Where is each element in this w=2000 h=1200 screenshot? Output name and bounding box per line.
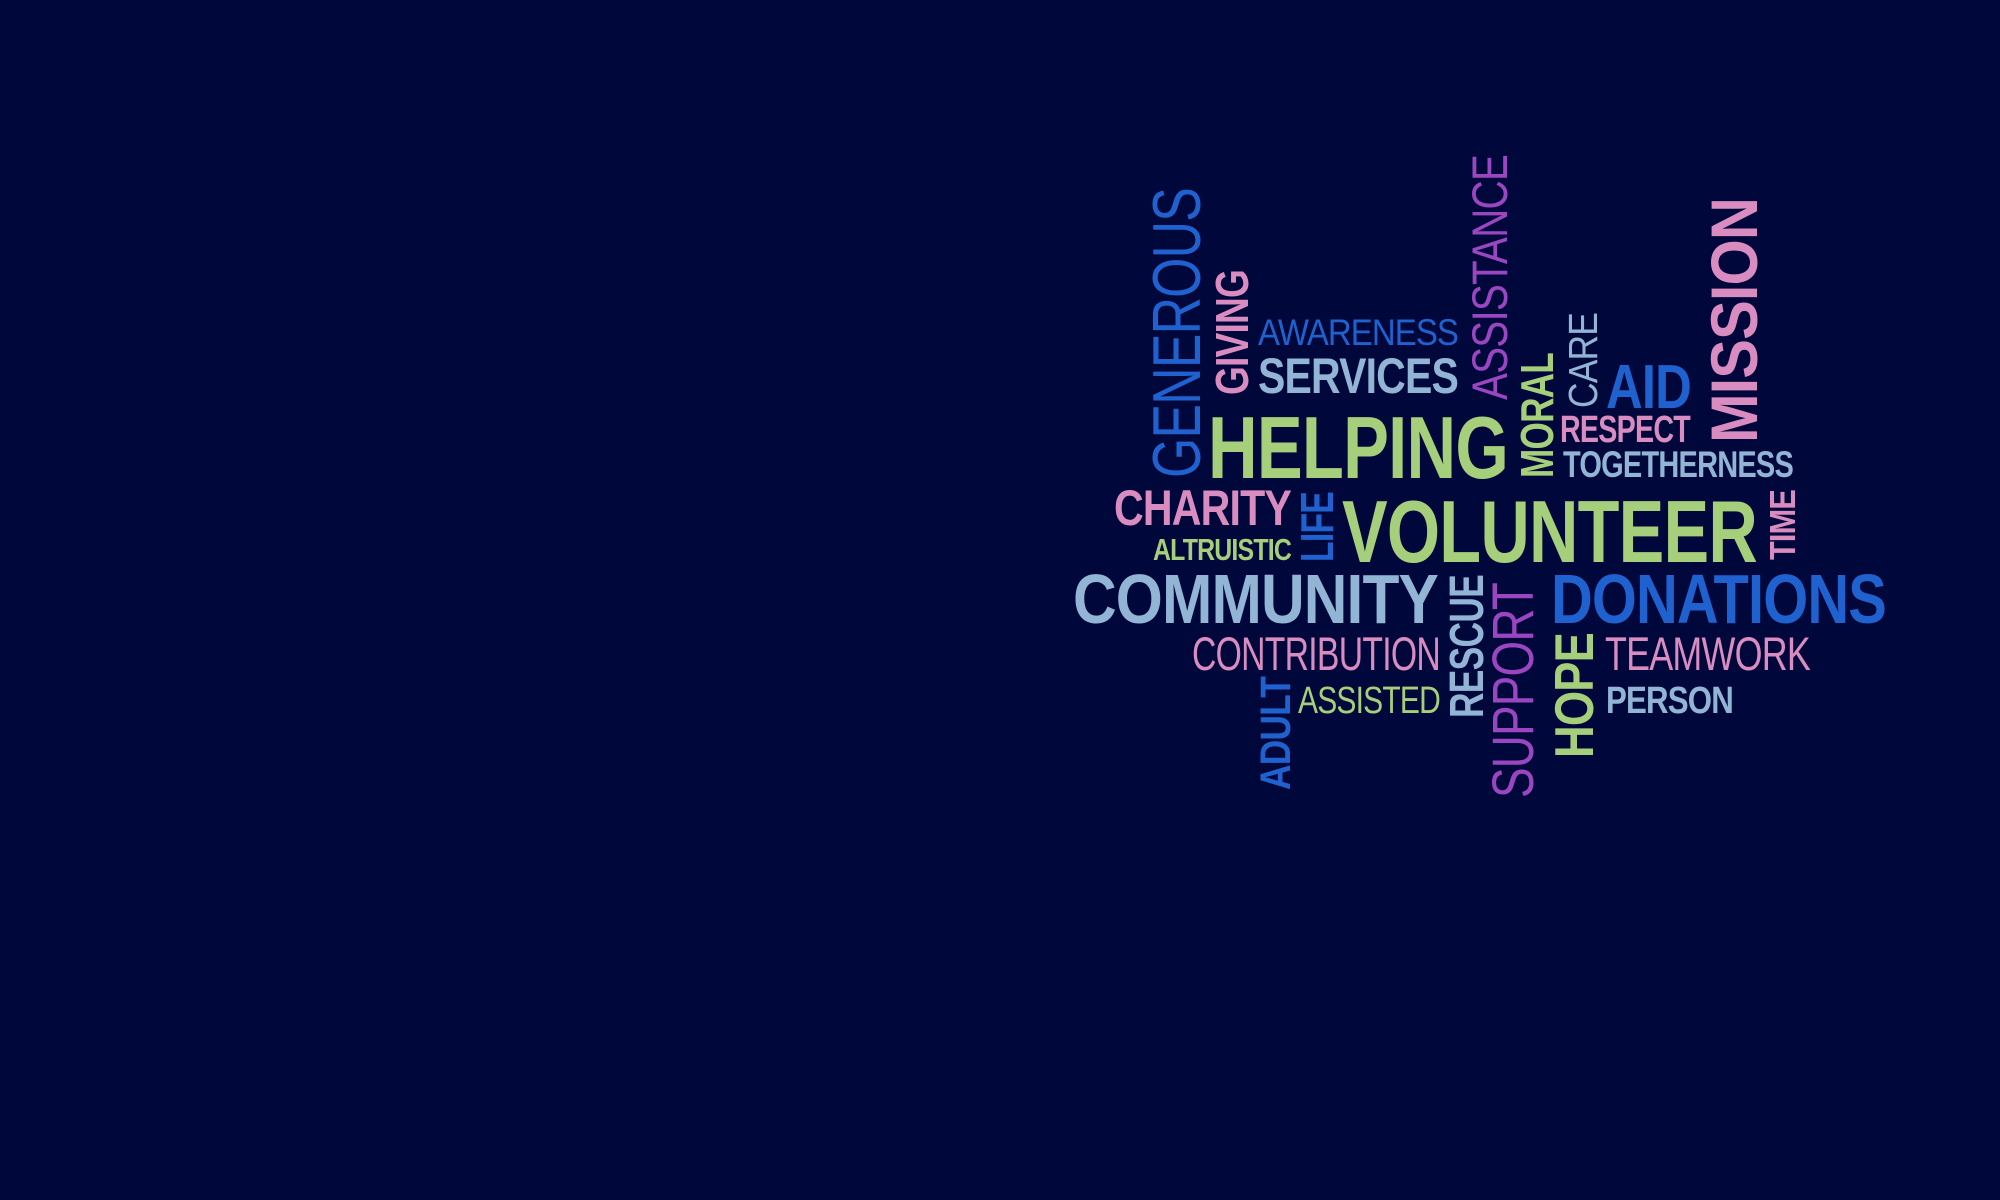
word-contribution: CONTRIBUTION [1192, 627, 1440, 680]
word-support: SUPPORT [1481, 583, 1546, 798]
word-respect: RESPECT [1560, 409, 1691, 451]
word-aid: AID [1606, 353, 1691, 422]
word-generous: GENEROUS [1139, 188, 1215, 478]
word-togetherness: TOGETHERNESS [1563, 444, 1793, 485]
word-altruistic: ALTRUISTIC [1153, 532, 1291, 567]
word-life: LIFE [1291, 492, 1343, 562]
word-care: CARE [1560, 313, 1606, 408]
word-assistance: ASSISTANCE [1462, 155, 1518, 400]
word-time: TIME [1762, 490, 1803, 560]
word-mission: MISSION [1697, 198, 1771, 443]
word-charity: CHARITY [1114, 480, 1292, 536]
word-hope: HOPE [1543, 633, 1605, 758]
word-services: SERVICES [1258, 348, 1458, 404]
word-giving: GIVING [1206, 270, 1258, 395]
word-community: COMMUNITY [1073, 560, 1438, 638]
word-teamwork: TEAMWORK [1605, 627, 1810, 680]
word-awareness: AWARENESS [1258, 312, 1458, 353]
word-person: PERSON [1606, 680, 1733, 722]
word-adult: ADULT [1252, 676, 1300, 790]
word-volunteer: VOLUNTEER [1342, 482, 1757, 581]
word-moral: MORAL [1511, 353, 1563, 478]
word-helping: HELPING [1208, 398, 1508, 497]
word-rescue: RESCUE [1441, 575, 1494, 718]
word-assisted: ASSISTED [1298, 680, 1440, 722]
word-donations: DONATIONS [1551, 560, 1886, 638]
